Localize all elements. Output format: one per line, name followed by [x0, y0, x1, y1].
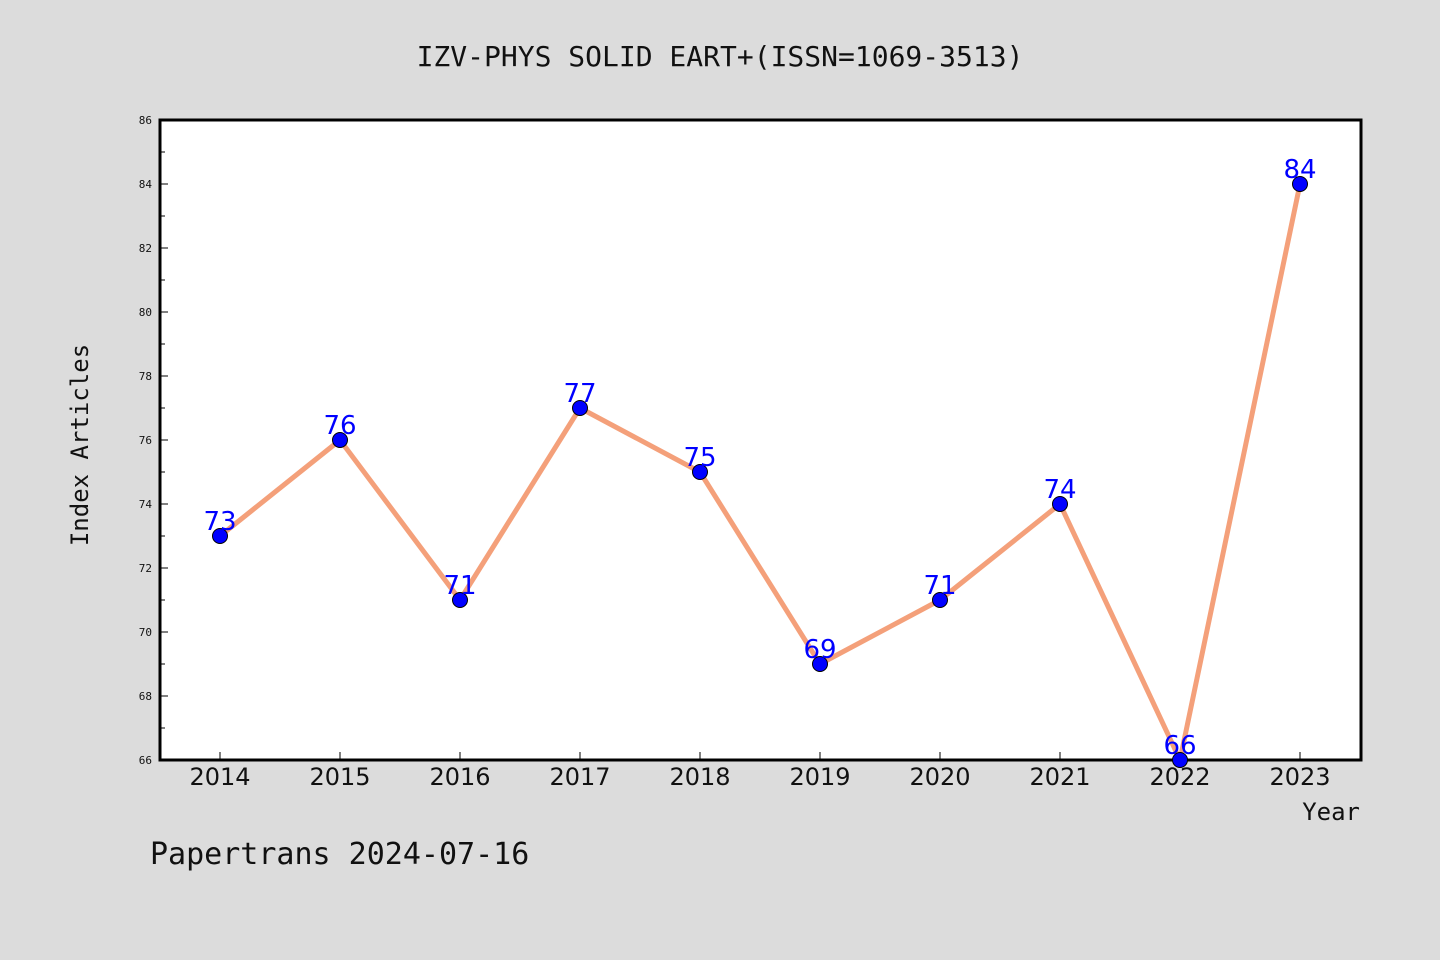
data-label: 76	[323, 411, 356, 441]
y-axis: 66 68 70 72 74 76 78 80 82 84 86	[139, 114, 168, 767]
x-tick-label: 2019	[789, 763, 850, 791]
y-tick-label: 68	[139, 690, 152, 703]
data-label: 66	[1163, 731, 1196, 761]
y-tick-label: 82	[139, 242, 152, 255]
x-tick-label: 2015	[309, 763, 370, 791]
series-line	[218, 183, 1303, 763]
data-point	[1052, 496, 1068, 512]
y-tick-label: 84	[139, 178, 153, 191]
x-axis-label: Year	[1302, 798, 1360, 826]
data-point	[332, 432, 348, 448]
x-tick-label: 2014	[189, 763, 250, 791]
x-tick-label: 2020	[909, 763, 970, 791]
data-point	[212, 528, 228, 544]
data-point	[692, 464, 708, 480]
y-tick-label: 72	[139, 562, 152, 575]
data-label: 69	[803, 635, 836, 665]
data-point	[812, 656, 828, 672]
y-tick-label: 80	[139, 306, 152, 319]
x-tick-label: 2018	[669, 763, 730, 791]
y-tick-label: 78	[139, 370, 152, 383]
y-tick-label: 74	[139, 498, 153, 511]
x-tick-label: 2017	[549, 763, 610, 791]
data-label: 73	[203, 507, 236, 537]
x-tick-label: 2023	[1269, 763, 1330, 791]
data-point	[452, 592, 468, 608]
data-point	[572, 400, 588, 416]
data-point	[932, 592, 948, 608]
data-label: 84	[1283, 155, 1316, 185]
series-polyline	[218, 183, 1303, 763]
y-axis-label: Index Articles	[66, 344, 94, 546]
x-tick-label: 2021	[1029, 763, 1090, 791]
x-tick-label: 2016	[429, 763, 490, 791]
y-tick-label: 70	[139, 626, 152, 639]
y-tick-label: 86	[139, 114, 152, 127]
plot-area	[158, 118, 1363, 762]
data-label: 71	[443, 571, 476, 601]
data-label: 77	[563, 379, 596, 409]
data-point	[1292, 176, 1308, 192]
y-tick-label: 76	[139, 434, 152, 447]
footer-credit: Papertrans 2024-07-16	[150, 837, 529, 872]
data-label: 75	[683, 443, 716, 473]
y-tick-label: 66	[139, 754, 152, 767]
data-labels: 73 76 71 77 75 69 71 74 66 84	[203, 155, 1316, 761]
chart-title: IZV-PHYS SOLID EART+(ISSN=1069-3513)	[417, 40, 1024, 73]
x-axis: 2014 2015 2016 2017 2018 2019 2020 2021 2022 2023	[189, 752, 1331, 791]
data-points	[212, 176, 1308, 768]
data-label: 71	[923, 571, 956, 601]
data-label: 74	[1043, 475, 1076, 505]
data-point	[1172, 752, 1188, 768]
